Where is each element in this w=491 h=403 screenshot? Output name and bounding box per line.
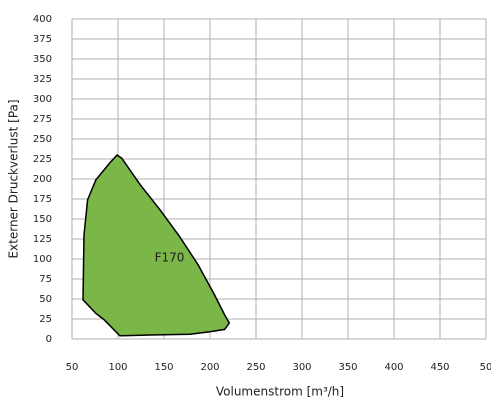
- x-tick-label: 250: [246, 362, 265, 373]
- y-tick-label: 225: [33, 154, 52, 165]
- x-tick-label: 350: [338, 362, 357, 373]
- series-label: F170: [155, 250, 185, 264]
- x-tick-label: 300: [292, 362, 311, 373]
- y-tick-label: 300: [33, 94, 52, 105]
- x-tick-label: 400: [384, 362, 403, 373]
- y-tick-label: 350: [33, 54, 52, 65]
- y-tick-label: 200: [33, 174, 52, 185]
- x-tick-label: 50: [66, 362, 79, 373]
- y-tick-label: 400: [33, 14, 52, 25]
- y-tick-label: 75: [39, 274, 52, 285]
- x-tick-label: 450: [430, 362, 449, 373]
- x-axis-title: Volumenstrom [m³/h]: [216, 385, 344, 399]
- y-axis-title: Externer Druckverlust [Pa]: [7, 99, 21, 258]
- y-tick-label: 375: [33, 34, 52, 45]
- y-tick-label: 250: [33, 134, 52, 145]
- x-tick-label: 200: [200, 362, 219, 373]
- x-tick-label: 100: [108, 362, 127, 373]
- y-tick-label: 25: [39, 314, 52, 325]
- x-tick-label: 150: [154, 362, 173, 373]
- y-tick-label: 150: [33, 214, 52, 225]
- x-tick-label: 50: [480, 362, 491, 373]
- y-tick-label: 50: [39, 294, 52, 305]
- y-tick-label: 0: [46, 334, 52, 345]
- y-tick-label: 175: [33, 194, 52, 205]
- y-tick-label: 100: [33, 254, 52, 265]
- y-tick-label: 275: [33, 114, 52, 125]
- y-tick-label: 125: [33, 234, 52, 245]
- operating-area: [82, 154, 231, 337]
- y-tick-label: 325: [33, 74, 52, 85]
